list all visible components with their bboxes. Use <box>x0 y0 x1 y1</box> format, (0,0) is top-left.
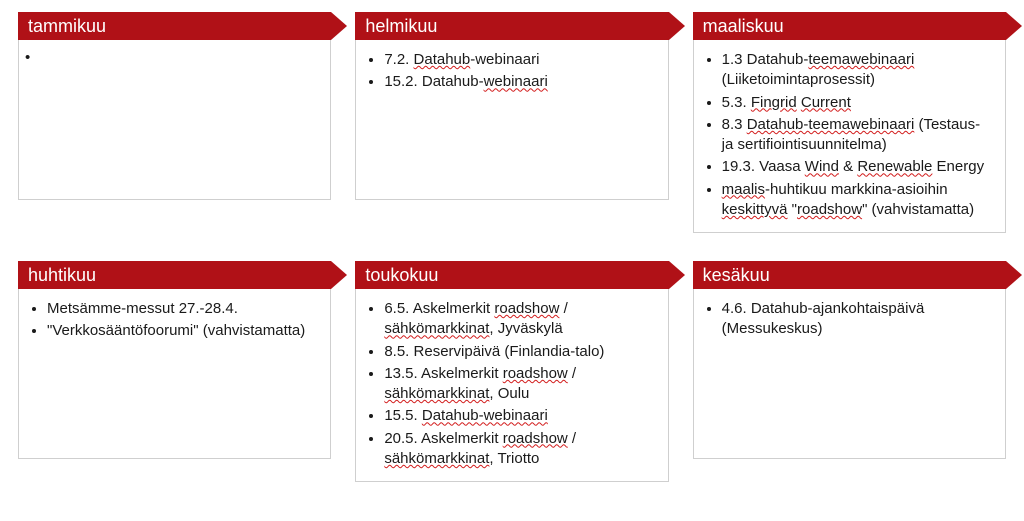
text-segment: 5.3. <box>722 94 751 111</box>
text-segment: webinaari <box>484 73 548 90</box>
text-segment: (Liiketoimintaprosessit) <box>722 71 875 88</box>
text-segment: & <box>839 158 857 175</box>
event-item: Metsämme-messut 27.-28.4. <box>47 299 320 319</box>
month-card-helmikuu: helmikuu 7.2. Datahub-webinaari15.2. Dat… <box>355 12 668 233</box>
event-list: 1.3 Datahub-teemawebinaari (Liiketoimint… <box>704 50 995 220</box>
text-segment: / <box>568 430 576 447</box>
month-title: huhtikuu <box>28 265 96 285</box>
month-body: 7.2. Datahub-webinaari15.2. Datahub-webi… <box>355 40 668 200</box>
text-segment: sähkömarkkinat <box>384 320 489 337</box>
event-item: 15.2. Datahub-webinaari <box>384 72 657 92</box>
text-segment: Metsämme-messut 27.-28.4. <box>47 300 238 317</box>
month-body: 4.6. Datahub-ajankohtaispäivä (Messukesk… <box>693 289 1006 459</box>
text-segment: " (vahvistamatta) <box>862 201 974 218</box>
text-segment: roadshow <box>797 201 862 218</box>
text-segment: 8.5. Reservipäivä (Finlandia-talo) <box>384 343 604 360</box>
month-body: Metsämme-messut 27.-28.4. "Verkkosääntöfo… <box>18 289 331 459</box>
month-body: 1.3 Datahub-teemawebinaari (Liiketoimint… <box>693 40 1006 233</box>
month-title: kesäkuu <box>703 265 770 285</box>
text-segment: 6.5. Askelmerkit <box>384 300 494 317</box>
month-title: toukokuu <box>365 265 438 285</box>
month-card-huhtikuu: huhtikuu Metsämme-messut 27.-28.4. "Verkk… <box>18 261 331 482</box>
text-segment: "Verkkosääntöfoorumi" (vahvistamatta) <box>47 322 305 339</box>
text-segment: Current <box>801 94 851 111</box>
month-header: huhtikuu <box>18 261 331 289</box>
month-card-kesakuu: kesäkuu 4.6. Datahub-ajankohtaispäivä (M… <box>693 261 1006 482</box>
text-segment: sähkömarkkinat <box>384 385 489 402</box>
month-header: toukokuu <box>355 261 668 289</box>
event-list: 6.5. Askelmerkit roadshow / sähkömarkkin… <box>366 299 657 469</box>
text-segment: keskittyvä <box>722 201 788 218</box>
event-item: 8.5. Reservipäivä (Finlandia-talo) <box>384 342 657 362</box>
text-segment: Fingrid <box>751 94 797 111</box>
text-segment: roadshow <box>494 300 559 317</box>
event-item: 15.5. Datahub-webinaari <box>384 406 657 426</box>
event-item: 6.5. Askelmerkit roadshow / sähkömarkkin… <box>384 299 657 340</box>
text-segment: sähkömarkkinat <box>384 450 489 467</box>
text-segment: 1.3 Datahub- <box>722 51 809 68</box>
text-segment: 15.2. Datahub- <box>384 73 483 90</box>
text-segment: 20.5. Askelmerkit <box>384 430 502 447</box>
month-header: maaliskuu <box>693 12 1006 40</box>
event-item: 19.3. Vaasa Wind & Renewable Energy <box>722 157 995 177</box>
month-card-maaliskuu: maaliskuu 1.3 Datahub-teemawebinaari (Li… <box>693 12 1006 233</box>
month-header: helmikuu <box>355 12 668 40</box>
text-segment: Renewable <box>857 158 932 175</box>
month-title: maaliskuu <box>703 16 784 36</box>
text-segment: , Oulu <box>489 385 529 402</box>
text-segment: , Jyväskylä <box>489 320 562 337</box>
text-segment: 13.5. Askelmerkit <box>384 365 502 382</box>
month-card-toukokuu: toukokuu 6.5. Askelmerkit roadshow / säh… <box>355 261 668 482</box>
month-card-tammikuu: tammikuu <box>18 12 331 233</box>
month-title: tammikuu <box>28 16 106 36</box>
event-list: Metsämme-messut 27.-28.4. "Verkkosääntöfo… <box>29 299 320 342</box>
text-segment: maalis <box>722 181 765 198</box>
month-body: 6.5. Askelmerkit roadshow / sähkömarkkin… <box>355 289 668 482</box>
text-segment: , Triotto <box>489 450 539 467</box>
event-item: 1.3 Datahub-teemawebinaari (Liiketoimint… <box>722 50 995 91</box>
event-item: 5.3. Fingrid Current <box>722 93 995 113</box>
text-segment: 8.3 <box>722 116 747 133</box>
text-segment: " <box>788 201 798 218</box>
calendar-grid: tammikuu helmikuu 7.2. Datahub-webinaari… <box>0 0 1024 494</box>
month-header: kesäkuu <box>693 261 1006 289</box>
month-header: tammikuu <box>18 12 331 40</box>
text-segment: / <box>559 300 567 317</box>
text-segment: Datahub <box>414 51 471 68</box>
month-title: helmikuu <box>365 16 437 36</box>
event-list: 4.6. Datahub-ajankohtaispäivä (Messukesk… <box>704 299 995 340</box>
event-list: 7.2. Datahub-webinaari15.2. Datahub-webi… <box>366 50 657 93</box>
text-segment: teemawebinaari <box>808 51 914 68</box>
month-body <box>18 40 331 200</box>
text-segment: roadshow <box>503 365 568 382</box>
text-segment: 15.5. <box>384 407 422 424</box>
event-item: 4.6. Datahub-ajankohtaispäivä (Messukesk… <box>722 299 995 340</box>
event-item: 7.2. Datahub-webinaari <box>384 50 657 70</box>
event-item: 8.3 Datahub-teemawebinaari (Testaus- ja … <box>722 115 995 156</box>
text-segment: / <box>568 365 576 382</box>
text-segment: 19.3. Vaasa <box>722 158 805 175</box>
event-item: 20.5. Askelmerkit roadshow / sähkömarkki… <box>384 429 657 470</box>
text-segment: 7.2. <box>384 51 413 68</box>
text-segment: roadshow <box>503 430 568 447</box>
text-segment: Datahub-webinaari <box>422 407 548 424</box>
text-segment: Energy <box>932 158 984 175</box>
event-item: maalis-huhtikuu markkina-asioihin keskit… <box>722 180 995 221</box>
text-segment: 4.6. Datahub-ajankohtaispäivä (Messukesk… <box>722 300 925 337</box>
text-segment: Wind <box>805 158 839 175</box>
text-segment: Datahub-teemawebinaari <box>747 116 915 133</box>
event-item: "Verkkosääntöfoorumi" (vahvistamatta) <box>47 321 320 341</box>
text-segment: -huhtikuu markkina-asioihin <box>765 181 948 198</box>
text-segment: -webinaari <box>470 51 539 68</box>
empty-bullet <box>29 49 30 66</box>
event-item: 13.5. Askelmerkit roadshow / sähkömarkki… <box>384 364 657 405</box>
